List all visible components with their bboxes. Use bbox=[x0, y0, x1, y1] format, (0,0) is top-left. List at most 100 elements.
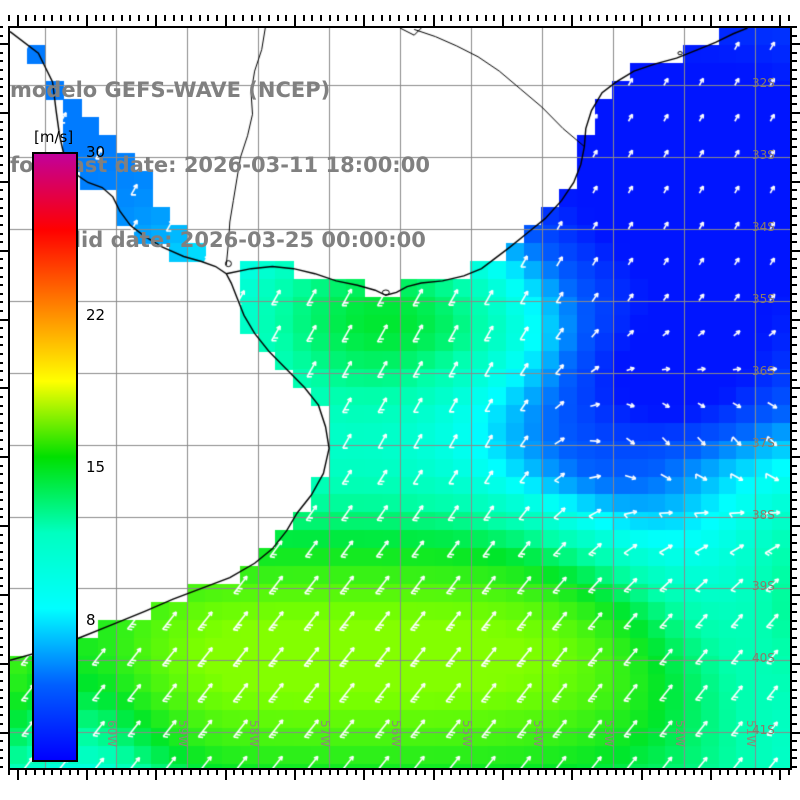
axis-tick bbox=[640, 768, 643, 780]
axis-tick bbox=[34, 15, 36, 21]
axis-tick bbox=[790, 378, 797, 381]
axis-tick bbox=[458, 15, 461, 21]
axis-tick bbox=[0, 232, 3, 235]
axis-tick bbox=[790, 714, 797, 717]
axis-tick bbox=[164, 15, 166, 21]
axis-tick bbox=[484, 15, 487, 21]
axis-tick bbox=[770, 768, 773, 775]
axis-tick bbox=[285, 15, 288, 21]
axis-tick bbox=[710, 768, 712, 780]
axis-tick bbox=[0, 292, 3, 295]
axis-tick bbox=[790, 146, 797, 149]
axis-tick bbox=[790, 679, 797, 682]
axis-tick bbox=[580, 15, 582, 21]
axis-tick bbox=[0, 439, 3, 442]
axis-tick bbox=[242, 15, 244, 21]
axis-tick bbox=[0, 464, 3, 467]
axis-tick bbox=[623, 15, 626, 21]
axis-tick bbox=[0, 189, 3, 192]
axis-tick bbox=[790, 421, 797, 424]
axis-tick bbox=[666, 768, 669, 775]
axis-tick bbox=[0, 327, 3, 330]
axis-tick bbox=[320, 768, 322, 775]
axis-tick bbox=[790, 318, 800, 321]
axis-tick bbox=[790, 180, 800, 183]
axis-tick bbox=[0, 748, 3, 751]
axis-tick bbox=[640, 15, 643, 26]
axis-tick bbox=[790, 559, 797, 562]
axis-tick bbox=[790, 352, 797, 355]
axis-tick bbox=[790, 292, 797, 295]
axis-tick bbox=[762, 15, 764, 21]
axis-tick bbox=[0, 611, 3, 614]
axis-tick bbox=[0, 352, 3, 355]
axis-tick bbox=[790, 51, 797, 54]
axis-tick bbox=[34, 768, 36, 775]
axis-tick bbox=[0, 77, 3, 80]
axis-tick bbox=[432, 768, 435, 780]
axis-tick bbox=[320, 15, 322, 21]
axis-tick bbox=[580, 768, 582, 775]
axis-tick bbox=[337, 15, 340, 21]
axis-tick bbox=[155, 768, 158, 780]
axis-tick bbox=[0, 275, 3, 278]
axis-tick bbox=[790, 249, 800, 252]
axis-tick bbox=[790, 757, 797, 760]
axis-tick bbox=[0, 499, 3, 502]
axis-tick bbox=[0, 516, 3, 519]
axis-tick bbox=[0, 180, 8, 183]
axis-tick bbox=[790, 266, 797, 269]
axis-tick bbox=[0, 482, 3, 485]
axis-tick bbox=[0, 722, 3, 725]
colorbar-tick-22: 22 bbox=[86, 305, 106, 324]
axis-tick bbox=[519, 15, 522, 21]
axis-tick bbox=[259, 768, 262, 775]
axis-tick bbox=[790, 490, 797, 493]
axis-tick bbox=[790, 163, 797, 166]
map-plot-frame[interactable] bbox=[8, 26, 792, 770]
axis-tick bbox=[790, 137, 797, 140]
axis-tick bbox=[790, 722, 797, 725]
axis-tick bbox=[0, 249, 8, 252]
axis-tick bbox=[588, 15, 591, 21]
axis-tick bbox=[467, 768, 470, 775]
axis-tick bbox=[790, 705, 797, 708]
axis-tick bbox=[42, 15, 45, 21]
axis-tick bbox=[790, 516, 797, 519]
axis-tick bbox=[172, 768, 175, 775]
axis-tick bbox=[744, 15, 747, 21]
axis-tick bbox=[790, 232, 797, 235]
axis-tick bbox=[380, 15, 383, 21]
axis-tick bbox=[0, 585, 3, 588]
axis-tick bbox=[790, 766, 797, 768]
axis-tick bbox=[571, 768, 574, 780]
axis-tick bbox=[0, 533, 3, 536]
axis-tick bbox=[0, 619, 3, 622]
axis-tick bbox=[790, 473, 797, 476]
axis-tick bbox=[0, 396, 3, 398]
axis-tick bbox=[0, 568, 3, 571]
axis-tick bbox=[372, 768, 374, 775]
axis-tick bbox=[790, 413, 797, 416]
axis-tick bbox=[658, 15, 660, 21]
wind-speed-heatmap-canvas[interactable] bbox=[10, 28, 790, 768]
axis-tick bbox=[112, 768, 114, 775]
axis-tick bbox=[354, 15, 357, 21]
axis-tick bbox=[198, 768, 201, 775]
axis-tick bbox=[380, 768, 383, 775]
axis-tick bbox=[562, 15, 565, 21]
axis-tick bbox=[658, 768, 660, 775]
axis-tick bbox=[181, 768, 184, 775]
axis-tick bbox=[164, 768, 166, 775]
axis-tick bbox=[190, 15, 192, 21]
axis-tick bbox=[146, 15, 149, 21]
axis-tick bbox=[790, 439, 797, 442]
axis-tick bbox=[129, 768, 132, 775]
axis-tick bbox=[0, 137, 3, 140]
axis-tick bbox=[311, 15, 314, 21]
axis-tick bbox=[790, 309, 797, 312]
axis-tick bbox=[536, 768, 539, 775]
axis-tick bbox=[0, 679, 3, 682]
axis-tick bbox=[790, 69, 797, 72]
